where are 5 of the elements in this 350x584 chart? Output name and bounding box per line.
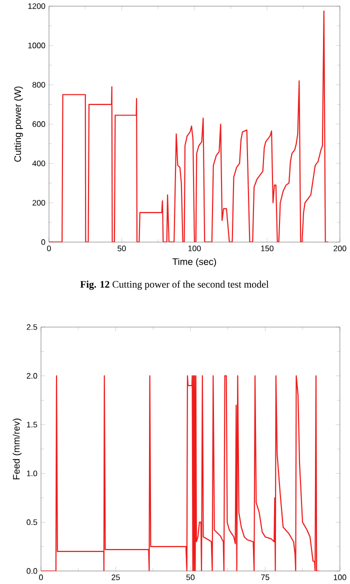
line-series	[41, 375, 320, 571]
text: Fig. 12 Cutting power of the second test model	[80, 280, 269, 290]
x-axis-title: Time (sec)	[172, 258, 216, 267]
y-axis-title: Cutting power (W)	[14, 86, 23, 162]
y-axis-title: Feed (mm/rev)	[12, 418, 22, 480]
